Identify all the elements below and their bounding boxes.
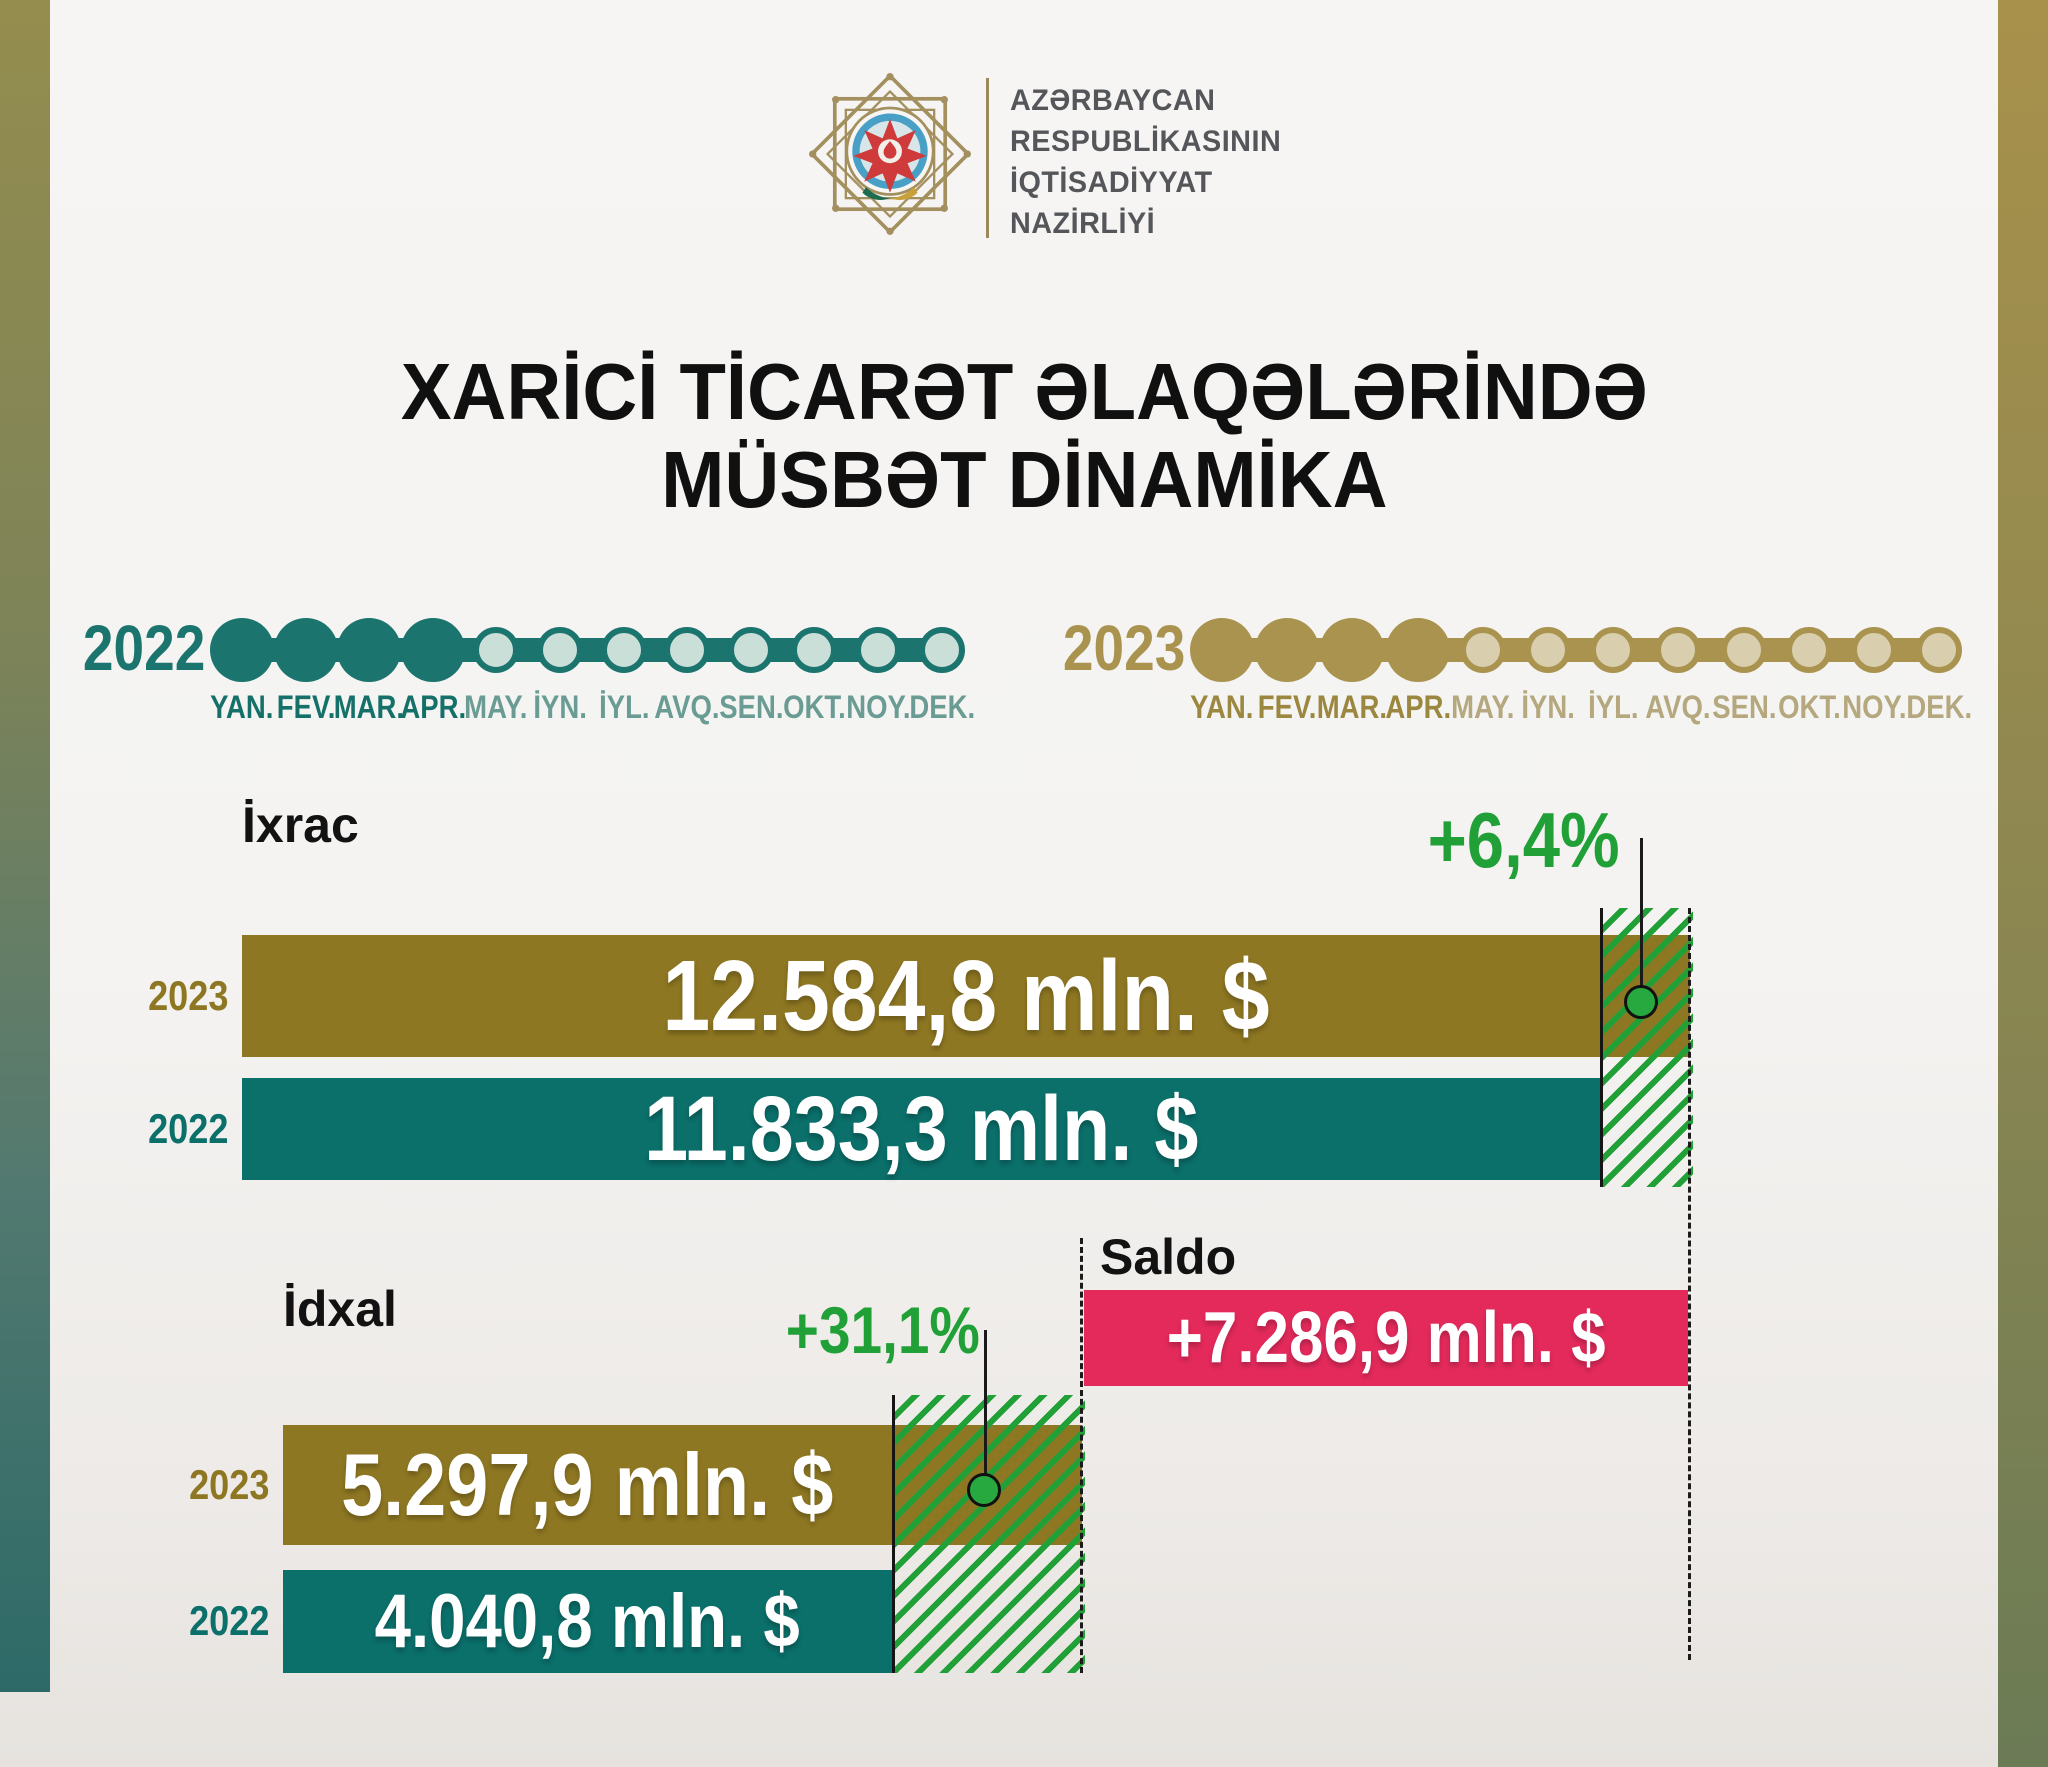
timeline-month-label: SEN. xyxy=(718,689,784,725)
export-2022-year-label: 2022 xyxy=(147,1105,228,1152)
timeline-dot xyxy=(919,627,965,673)
ministry-name-line: İQTİSADİYYAT xyxy=(1010,166,1213,199)
import-section-label: İdxal xyxy=(283,1281,397,1337)
timeline-dot xyxy=(791,627,837,673)
timeline-dot xyxy=(728,627,774,673)
export-2023-bar: 12.584,8 mln. $ xyxy=(242,935,1690,1057)
timeline-dot xyxy=(601,627,647,673)
timeline-month-label: SEN. xyxy=(1711,689,1777,725)
timeline-month-label: MAY. xyxy=(1451,689,1515,725)
timeline-dot xyxy=(664,627,710,673)
saldo-left-dashed-line xyxy=(1080,1238,1083,1673)
export-callout-dot xyxy=(1624,985,1658,1019)
import-callout-line xyxy=(984,1330,987,1490)
timeline-dot xyxy=(1525,627,1571,673)
import-2022-bar: 4.040,8 mln. $ xyxy=(283,1570,892,1673)
timeline-dot xyxy=(1786,627,1832,673)
timeline-month-label: İYN. xyxy=(1521,689,1575,725)
timeline-month-label: OKT. xyxy=(782,689,846,725)
timeline-dot xyxy=(337,618,401,682)
timeline-month-label: MAY. xyxy=(464,689,528,725)
saldo-label: Saldo xyxy=(1100,1229,1237,1285)
timeline-month-label: YAN. xyxy=(210,689,274,725)
import-callout-dot xyxy=(967,1473,1001,1507)
timeline-dot xyxy=(401,618,465,682)
ministry-name: AZƏRBAYCAN RESPUBLİKASININ İQTİSADİYYAT … xyxy=(1010,80,1293,244)
timeline-month-label: FEV. xyxy=(276,689,336,725)
timeline-dot xyxy=(1255,618,1319,682)
export-change-percent: +6,4% xyxy=(1427,796,1621,884)
right-gradient-strip xyxy=(1998,0,2048,1767)
export-end-dashed-line xyxy=(1688,908,1691,1660)
timeline-month-label: FEV. xyxy=(1257,689,1317,725)
export-section-label: İxrac xyxy=(242,797,359,853)
left-gradient-strip xyxy=(0,0,50,1692)
timeline-month-label: AVQ. xyxy=(1645,689,1711,725)
timeline-month-label: MAR. xyxy=(1316,689,1388,725)
ministry-emblem-icon xyxy=(809,73,971,235)
timeline-2023-year-label: 2023 xyxy=(1062,612,1185,684)
timeline-dot xyxy=(1721,627,1767,673)
export-2022-bar: 11.833,3 mln. $ xyxy=(242,1078,1600,1180)
export-callout-line xyxy=(1640,838,1643,1002)
timeline-month-label: AVQ. xyxy=(654,689,720,725)
timeline-dot xyxy=(274,618,338,682)
import-2023-year-label: 2023 xyxy=(188,1461,269,1508)
timeline-dot xyxy=(1386,618,1450,682)
ministry-name-line: AZƏRBAYCAN xyxy=(1010,84,1216,117)
timeline-dot xyxy=(1590,627,1636,673)
timeline-month-label: İYL. xyxy=(598,689,650,725)
timeline-dot xyxy=(1655,627,1701,673)
timeline-month-label: APR. xyxy=(1385,689,1451,725)
timeline-dot xyxy=(473,627,519,673)
timeline-month-label: İYN. xyxy=(533,689,587,725)
timeline-dot xyxy=(537,627,583,673)
page-title-line-2: MÜSBƏT DİNAMİKA xyxy=(660,435,1388,524)
timeline-dot xyxy=(1916,627,1962,673)
timeline-dot xyxy=(855,627,901,673)
timeline-month-label: OKT. xyxy=(1777,689,1841,725)
timeline-month-label: NOY. xyxy=(845,689,911,725)
export-2023-year-label: 2023 xyxy=(147,972,228,1019)
timeline-month-label: APR. xyxy=(400,689,466,725)
timeline-dot xyxy=(210,618,274,682)
logo-text-divider xyxy=(986,78,989,238)
timeline-month-label: DEK. xyxy=(1906,689,1972,725)
import-2022-year-label: 2022 xyxy=(188,1597,269,1644)
timeline-2022-year-label: 2022 xyxy=(82,612,205,684)
timeline-dot xyxy=(1460,627,1506,673)
timeline-month-label: YAN. xyxy=(1190,689,1254,725)
import-difference-hatch xyxy=(892,1395,1085,1673)
timeline-month-label: İYL. xyxy=(1587,689,1639,725)
saldo-bar: +7.286,9 mln. $ xyxy=(1084,1290,1688,1386)
timeline-month-label: MAR. xyxy=(333,689,405,725)
timeline-dot xyxy=(1851,627,1897,673)
ministry-name-line: RESPUBLİKASININ xyxy=(1010,125,1282,158)
timeline-dot xyxy=(1190,618,1254,682)
export-difference-hatch xyxy=(1600,908,1693,1187)
page-title-line-1: XARİCİ TİCARƏT ƏLAQƏLƏRİNDƏ xyxy=(400,347,1648,436)
timeline-dot xyxy=(1320,618,1384,682)
ministry-name-line: NAZİRLİYİ xyxy=(1010,207,1156,240)
timeline-month-label: NOY. xyxy=(1841,689,1907,725)
timeline-month-label: DEK. xyxy=(909,689,975,725)
import-change-percent: +31,1% xyxy=(785,1293,980,1367)
